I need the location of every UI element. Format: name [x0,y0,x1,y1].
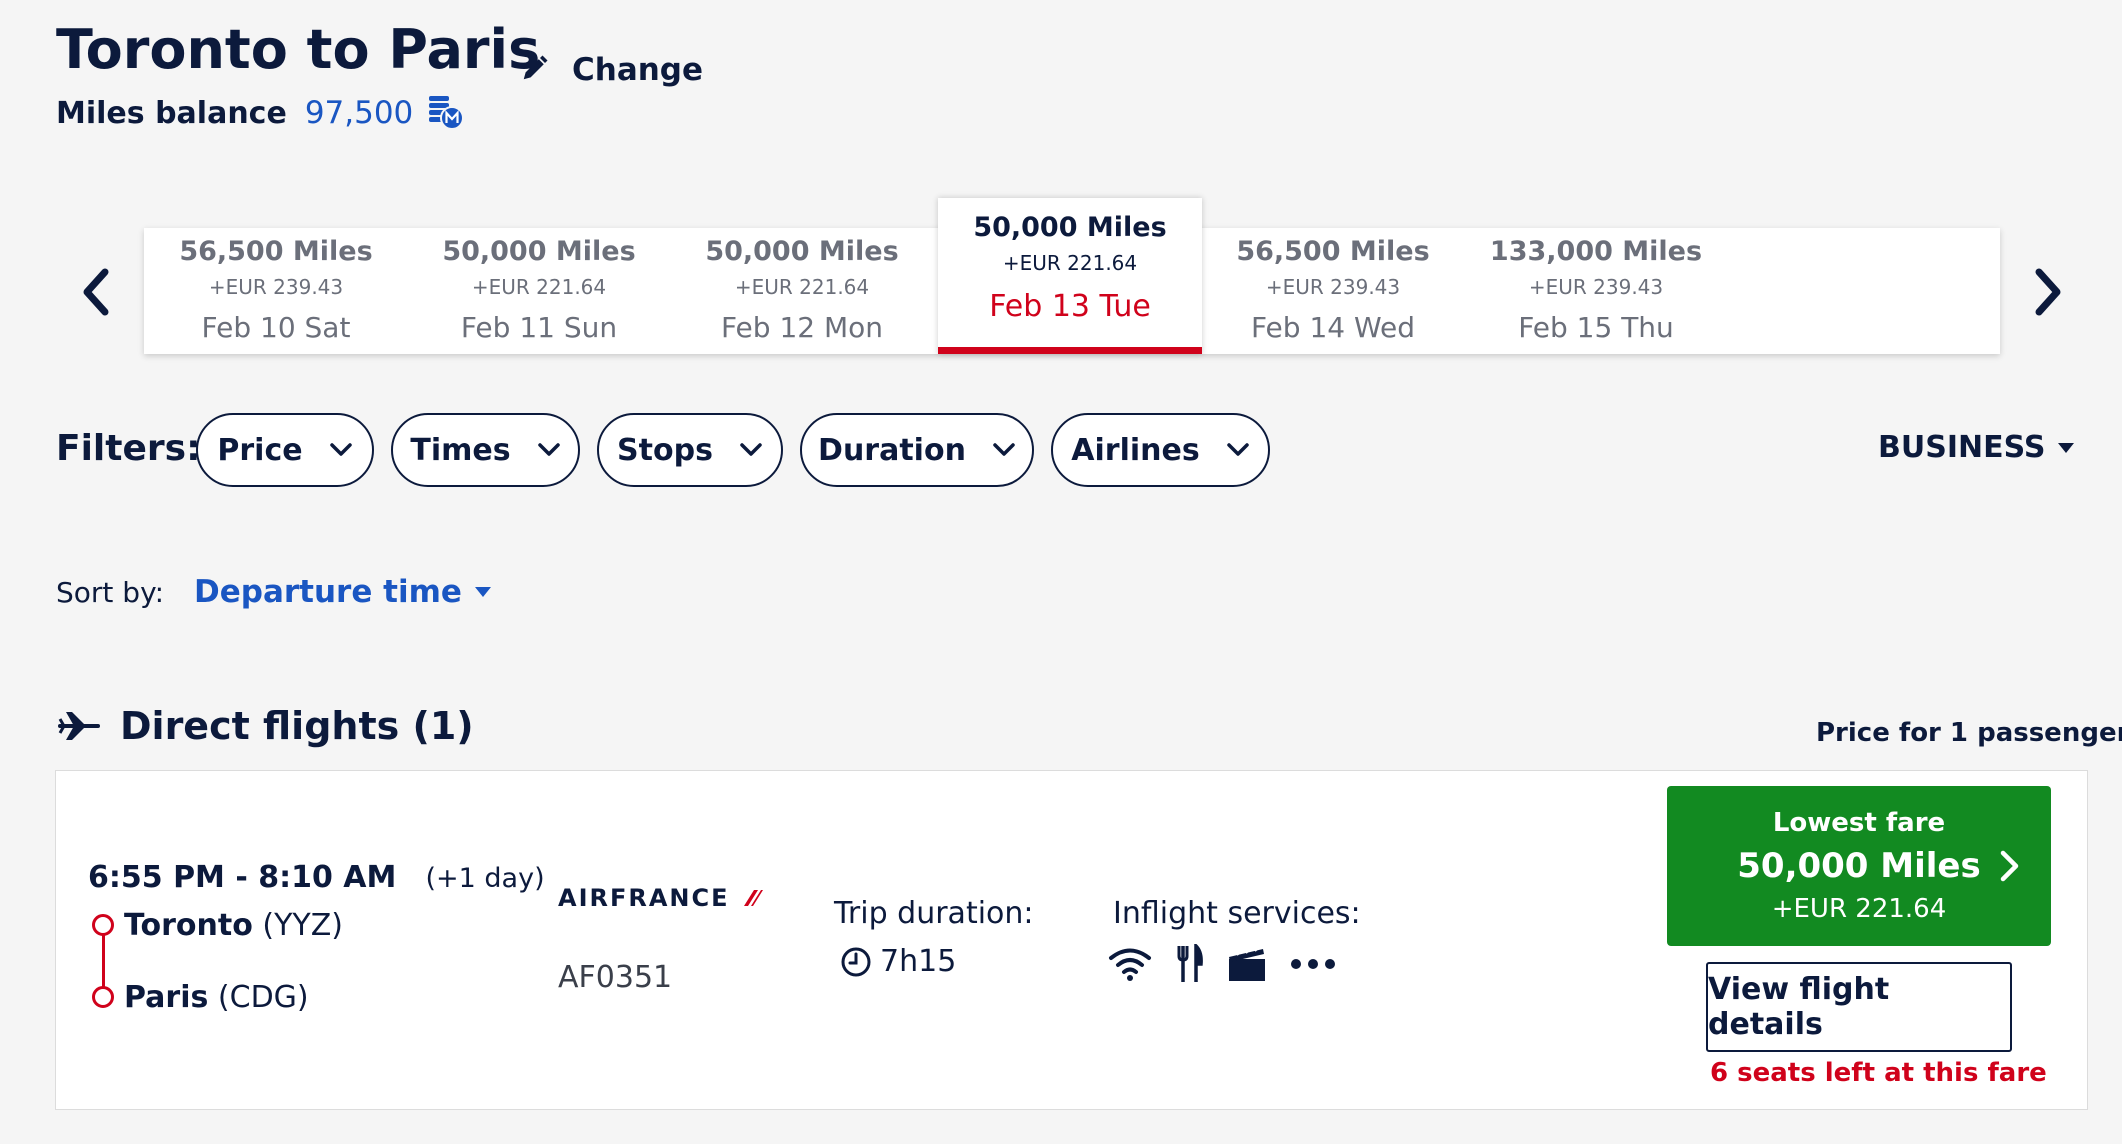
date-taxes: +EUR 239.43 [208,275,344,299]
date-option[interactable]: 50,000 Miles +EUR 221.64 Feb 11 Sun [407,228,671,354]
fare-taxes: +EUR 221.64 [1771,894,1947,924]
date-miles: 133,000 Miles [1489,236,1703,267]
date-option-selected[interactable]: 50,000 Miles +EUR 221.64 Feb 13 Tue [938,198,1202,354]
date-carousel: 56,500 Miles +EUR 239.43 Feb 10 Sat 50,0… [144,198,2000,354]
date-taxes: +EUR 239.43 [1528,275,1664,299]
chevron-down-icon [993,443,1015,456]
wifi-icon [1109,948,1151,981]
fare-label: Lowest fare [1772,808,1946,838]
section-title: Direct flights (1) [120,704,474,748]
date-option[interactable]: 133,000 Miles +EUR 239.43 Feb 15 Thu [1464,228,1728,354]
date-taxes: +EUR 221.64 [734,275,870,299]
previous-dates-button[interactable] [66,262,126,322]
date-miles: 56,500 Miles [1236,236,1430,267]
date-label: Feb 11 Sun [460,311,618,344]
view-flight-details-label: View flight details [1708,972,1890,1042]
filter-label: Duration [818,432,966,468]
date-miles: 50,000 Miles [705,236,899,267]
date-label: Feb 14 Wed [1250,311,1416,344]
origin-code: (YYZ) [262,908,343,943]
trip-duration-label: Trip duration: [834,896,1034,931]
destination: Paris (CDG) [124,980,309,1015]
date-miles: 56,500 Miles [179,236,373,267]
airplane-icon [58,712,100,740]
seats-left-notice: 6 seats left at this fare [1710,1058,2047,1088]
page-title: Toronto to Paris [56,18,541,81]
pencil-icon [520,53,550,87]
miles-balance-value: 97,500 [304,95,414,131]
filter-stops[interactable]: Stops [597,413,783,487]
caret-down-icon [2058,442,2075,453]
next-day-indicator: (+1 day) [425,863,545,894]
date-label: Feb 13 Tue [989,289,1151,324]
filters-label: Filters: [56,428,201,469]
airline-name: AIRFRANCE [558,884,730,912]
fare-miles: 50,000 Miles [1737,846,1981,886]
date-miles: 50,000 Miles [973,212,1167,243]
filter-airlines[interactable]: Airlines [1051,413,1270,487]
filter-duration[interactable]: Duration [800,413,1034,487]
date-option[interactable]: 56,500 Miles +EUR 239.43 Feb 14 Wed [1201,228,1465,354]
next-dates-button[interactable] [2018,262,2078,322]
cabin-class-dropdown[interactable]: BUSINESS [1878,430,2075,465]
filter-label: Stops [617,432,713,468]
miles-balance: Miles balance 97,500 [56,92,465,134]
clock-icon [841,947,871,976]
filter-label: Airlines [1071,432,1200,468]
trip-duration: 7h15 [840,944,956,979]
date-label: Feb 15 Thu [1518,311,1674,344]
date-taxes: +EUR 221.64 [471,275,607,299]
date-label: Feb 12 Mon [720,311,884,344]
departure-arrival-times: 6:55 PM - 8:10 AM [88,860,397,895]
chevron-left-icon [83,268,109,316]
filter-price[interactable]: Price [196,413,374,487]
chevron-down-icon [537,443,560,456]
flight-times: 6:55 PM - 8:10 AM (+1 day) [88,860,545,895]
inflight-services-label: Inflight services: [1113,896,1361,931]
inflight-services [1108,944,1336,984]
origin-dot [92,914,114,936]
miles-coin-icon [427,92,465,134]
chevron-down-icon [740,443,762,456]
chevron-down-icon [1226,443,1249,456]
chevron-right-icon [2035,268,2061,316]
origin: Toronto (YYZ) [124,908,343,943]
origin-city: Toronto [124,908,253,943]
destination-code: (CDG) [217,980,309,1015]
destination-city: Paris [124,980,209,1015]
caret-down-icon [474,587,491,597]
sort-dropdown[interactable]: Departure time [194,574,492,610]
change-label: Change [572,52,704,88]
miles-balance-label: Miles balance [56,95,287,131]
cabin-class-label: BUSINESS [1878,430,2046,465]
date-miles: 50,000 Miles [442,236,636,267]
filter-label: Price [217,432,303,468]
entertainment-icon [1229,946,1265,981]
sort-value: Departure time [194,574,462,610]
section-header: Direct flights (1) [58,704,474,748]
trip-duration-value: 7h15 [880,944,957,979]
view-flight-details-button[interactable]: View flight details [1706,962,2012,1052]
date-label: Feb 10 Sat [201,311,351,344]
filter-label: Times [410,432,511,468]
destination-dot [92,986,114,1008]
lowest-fare-button[interactable]: Lowest fare 50,000 Miles +EUR 221.64 [1667,786,2051,946]
date-option[interactable]: 56,500 Miles +EUR 239.43 Feb 10 Sat [144,228,408,354]
sort-label: Sort by: [56,576,165,609]
airline-stripe-icon [743,890,763,906]
filter-times[interactable]: Times [391,413,580,487]
airline-logo: AIRFRANCE [558,884,764,912]
chevron-down-icon [329,443,352,456]
route-line [102,924,105,994]
change-button[interactable]: Change [520,52,703,88]
meal-icon [1177,944,1203,982]
more-icon[interactable] [1290,958,1336,970]
date-taxes: +EUR 221.64 [1002,251,1138,275]
chevron-right-icon [2000,850,2019,882]
flight-number: AF0351 [558,960,673,995]
date-option[interactable]: 50,000 Miles +EUR 221.64 Feb 12 Mon [670,228,934,354]
price-note: Price for 1 passenger [1816,718,2122,748]
date-taxes: +EUR 239.43 [1265,275,1401,299]
